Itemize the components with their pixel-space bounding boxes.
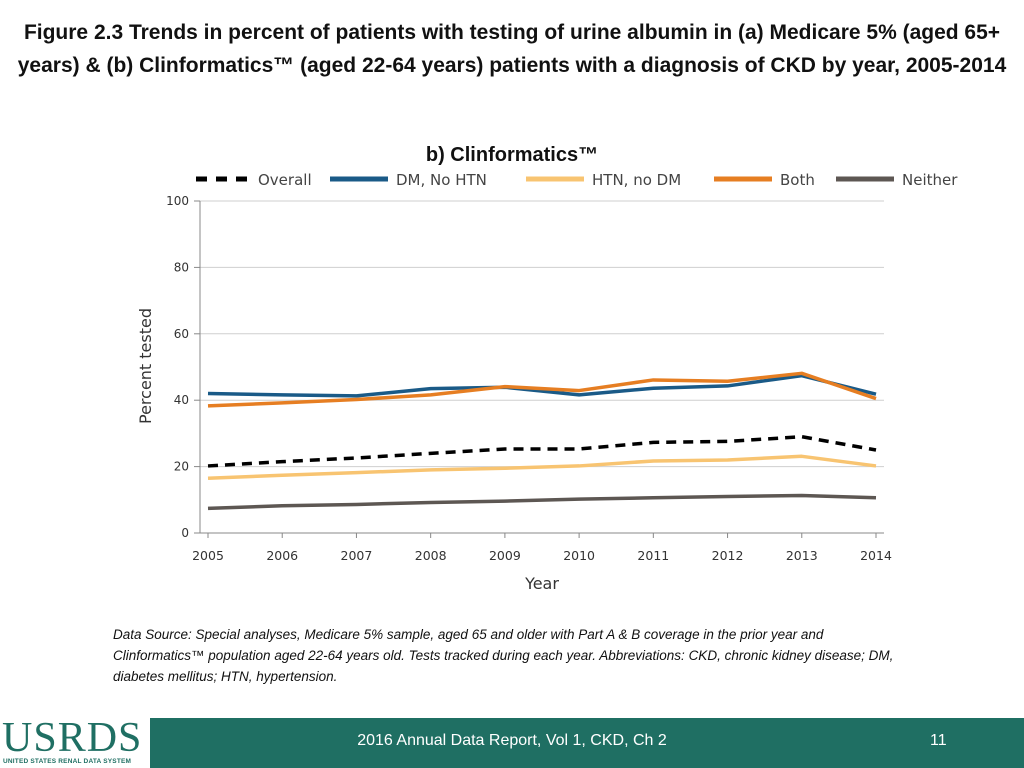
data-point-both bbox=[874, 397, 878, 401]
y-tick-label: 20 bbox=[174, 460, 189, 474]
y-tick-label: 40 bbox=[174, 393, 189, 407]
usrds-logo-tagline: UNITED STATES RENAL DATA SYSTEM bbox=[3, 758, 132, 765]
data-point-both bbox=[503, 385, 507, 389]
y-tick-label: 80 bbox=[174, 260, 189, 274]
data-point-both bbox=[651, 378, 655, 382]
data-point-overall bbox=[577, 447, 581, 451]
legend-label: Both bbox=[780, 171, 815, 189]
data-point-neither bbox=[800, 493, 804, 497]
data-point-both bbox=[206, 404, 210, 408]
data-point-htn-no-dm bbox=[800, 454, 804, 458]
data-point-dm-no-htn bbox=[280, 393, 284, 397]
data-point-overall bbox=[503, 447, 507, 451]
data-point-overall bbox=[726, 439, 730, 443]
data-point-htn-no-dm bbox=[354, 471, 358, 475]
data-source-note: Data Source: Special analyses, Medicare … bbox=[113, 627, 894, 684]
chart-legend: Overall DM, No HTN HTN, no DM Both Neither bbox=[196, 171, 958, 189]
data-point-both bbox=[726, 379, 730, 383]
data-point-htn-no-dm bbox=[874, 464, 878, 468]
figure-title: Figure 2.3 Trends in percent of patients… bbox=[17, 21, 1007, 77]
data-point-dm-no-htn bbox=[726, 384, 730, 388]
y-tick-label: 60 bbox=[174, 327, 189, 341]
x-tick-label: 2014 bbox=[860, 548, 892, 563]
data-point-both bbox=[577, 389, 581, 393]
data-point-neither bbox=[429, 500, 433, 504]
usrds-logo: USRDS UNITED STATES RENAL DATA SYSTEM bbox=[0, 715, 150, 768]
usrds-logo-text: USRDS bbox=[2, 715, 143, 761]
data-point-dm-no-htn bbox=[874, 392, 878, 396]
data-point-overall bbox=[354, 456, 358, 460]
data-point-both bbox=[429, 393, 433, 397]
footer-bar: USRDS UNITED STATES RENAL DATA SYSTEM 20… bbox=[0, 715, 1024, 768]
data-point-dm-no-htn bbox=[577, 393, 581, 397]
y-axis-label: Percent tested bbox=[136, 308, 155, 424]
data-point-overall bbox=[206, 464, 210, 468]
page-number: 11 bbox=[930, 732, 947, 749]
chart-axes: 0 20 40 60 80 100 2005 2006 2007 2008 2009 2010 2011… bbox=[166, 194, 892, 563]
series-line-dm-no-htn bbox=[207, 373, 877, 398]
data-point-dm-no-htn bbox=[651, 386, 655, 390]
x-tick-label: 2013 bbox=[786, 548, 818, 563]
data-point-dm-no-htn bbox=[429, 387, 433, 391]
line-chart: Overall DM, No HTN HTN, no DM Both Neither 0… bbox=[136, 171, 958, 593]
data-point-htn-no-dm bbox=[577, 464, 581, 468]
chart-series bbox=[206, 371, 878, 511]
data-point-overall bbox=[874, 448, 878, 452]
x-tick-label: 2011 bbox=[637, 548, 669, 563]
report-reference: 2016 Annual Data Report, Vol 1, CKD, Ch … bbox=[357, 732, 667, 749]
data-point-htn-no-dm bbox=[651, 459, 655, 463]
data-point-dm-no-htn bbox=[354, 394, 358, 398]
data-point-neither bbox=[651, 496, 655, 500]
data-point-overall bbox=[280, 460, 284, 464]
series-line-overall bbox=[207, 434, 877, 468]
data-point-overall bbox=[651, 440, 655, 444]
series-line-htn-no-dm bbox=[207, 454, 877, 480]
series-line-both bbox=[207, 371, 877, 408]
data-point-both bbox=[280, 401, 284, 405]
data-point-neither bbox=[874, 496, 878, 500]
data-point-neither bbox=[577, 497, 581, 501]
data-point-neither bbox=[726, 494, 730, 498]
data-point-dm-no-htn bbox=[206, 392, 210, 396]
y-tick-label: 0 bbox=[181, 526, 189, 540]
y-tick-label: 100 bbox=[166, 194, 189, 208]
x-axis-label: Year bbox=[524, 574, 559, 593]
data-point-htn-no-dm bbox=[429, 468, 433, 472]
legend-label: Overall bbox=[258, 171, 312, 189]
data-point-htn-no-dm bbox=[280, 473, 284, 477]
data-point-neither bbox=[280, 504, 284, 508]
data-point-htn-no-dm bbox=[726, 458, 730, 462]
x-tick-label: 2012 bbox=[712, 548, 744, 563]
data-point-overall bbox=[429, 451, 433, 455]
series-line-neither bbox=[207, 493, 877, 511]
x-tick-label: 2009 bbox=[489, 548, 521, 563]
data-point-neither bbox=[354, 502, 358, 506]
x-tick-label: 2006 bbox=[266, 548, 298, 563]
data-point-htn-no-dm bbox=[503, 466, 507, 470]
x-tick-label: 2008 bbox=[415, 548, 447, 563]
data-point-both bbox=[354, 398, 358, 402]
chart-gridlines bbox=[200, 200, 884, 468]
legend-label: DM, No HTN bbox=[396, 171, 487, 189]
data-point-both bbox=[800, 371, 804, 375]
data-point-overall bbox=[800, 435, 804, 439]
x-tick-label: 2007 bbox=[341, 548, 373, 563]
data-point-htn-no-dm bbox=[206, 476, 210, 480]
legend-label: Neither bbox=[902, 171, 958, 189]
x-tick-label: 2005 bbox=[192, 548, 224, 563]
data-point-neither bbox=[503, 499, 507, 503]
x-tick-label: 2010 bbox=[563, 548, 595, 563]
panel-title: b) Clinformatics™ bbox=[425, 144, 599, 166]
legend-label: HTN, no DM bbox=[592, 171, 681, 189]
data-point-neither bbox=[206, 506, 210, 510]
